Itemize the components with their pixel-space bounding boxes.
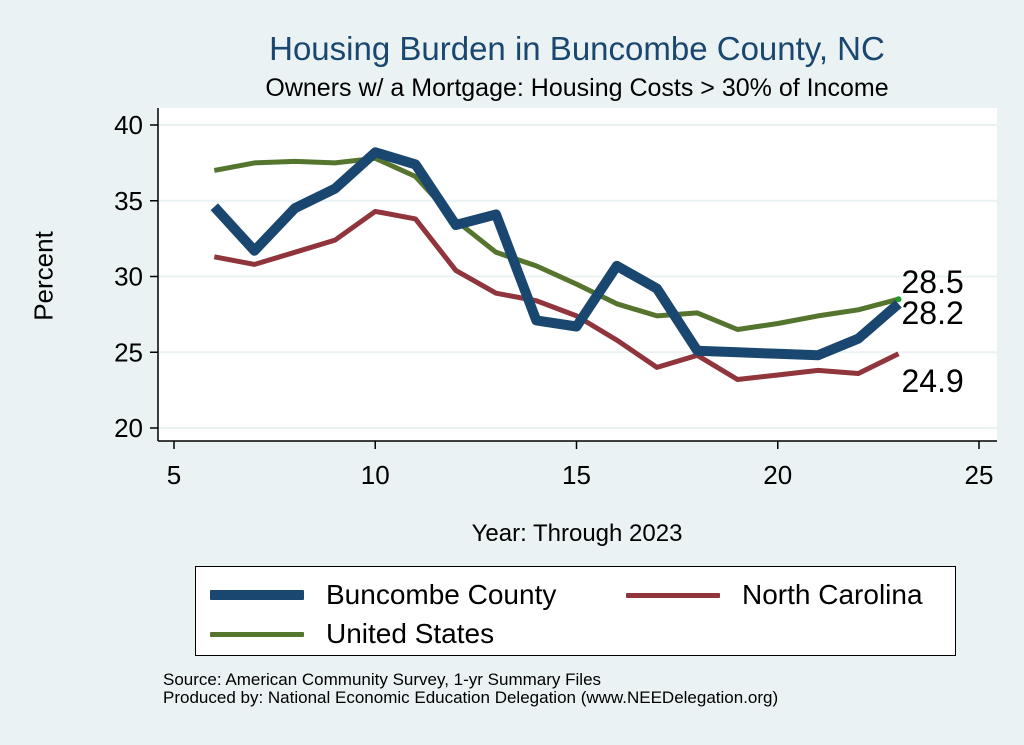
- x-tick-label-10: 10: [361, 460, 390, 490]
- y-tick-label-30: 30: [114, 262, 143, 292]
- legend-item-buncombe-county: Buncombe County: [210, 579, 556, 611]
- series-lines: [210, 147, 902, 382]
- plot-area: [158, 108, 997, 441]
- y-tick-label-25: 25: [114, 337, 143, 367]
- x-tick-label-15: 15: [562, 460, 591, 490]
- x-tick-label-25: 25: [965, 460, 994, 490]
- legend-swatch-united-states: [210, 631, 304, 637]
- legend-swatch-north-carolina: [626, 592, 720, 598]
- end-marker-united-states: [895, 296, 902, 303]
- y-tick-label-40: 40: [114, 110, 143, 140]
- x-tick-label-20: 20: [763, 460, 792, 490]
- end-label-north-carolina: 24.9: [902, 363, 964, 399]
- legend: Buncombe County North Carolina United St…: [195, 566, 956, 656]
- series-line-buncombe-county: [210, 147, 902, 361]
- gridlines: [158, 124, 997, 429]
- y-axis-title: Percent: [28, 231, 59, 321]
- line-chart: 20 25 30 35 40 5 10 15 20 25 28.528.2 24.9: [114, 108, 997, 490]
- axes: 20 25 30 35 40 5 10 15 20 25: [114, 108, 997, 490]
- source-note: Source: American Community Survey, 1-yr …: [163, 670, 602, 689]
- chart-title: Housing Burden in Buncombe County, NC: [269, 30, 885, 67]
- y-tick-label-35: 35: [114, 186, 143, 216]
- legend-swatch-buncombe-county: [210, 590, 304, 600]
- legend-item-united-states: United States: [210, 618, 494, 650]
- chart-subtitle: Owners w/ a Mortgage: Housing Costs > 30…: [265, 74, 889, 102]
- series-line-united-states: [213, 155, 900, 332]
- series-line-north-carolina: [213, 208, 900, 382]
- end-label-united-states: 28.5: [902, 264, 964, 300]
- end-labels: 28.528.2 24.9: [902, 264, 964, 399]
- legend-label-united-states: United States: [326, 618, 495, 649]
- source-notes: Source: American Community Survey, 1-yr …: [163, 671, 778, 707]
- legend-item-north-carolina: North Carolina: [626, 579, 923, 611]
- end-label-buncombe-county: 28.2: [902, 295, 964, 331]
- legend-label-buncombe-county: Buncombe County: [326, 579, 557, 610]
- x-tick-label-5: 5: [167, 460, 181, 490]
- x-axis-title: Year: Through 2023: [471, 520, 683, 547]
- legend-label-north-carolina: North Carolina: [742, 579, 923, 610]
- y-tick-label-20: 20: [114, 413, 143, 443]
- producer-note: Produced by: National Economic Education…: [163, 688, 779, 707]
